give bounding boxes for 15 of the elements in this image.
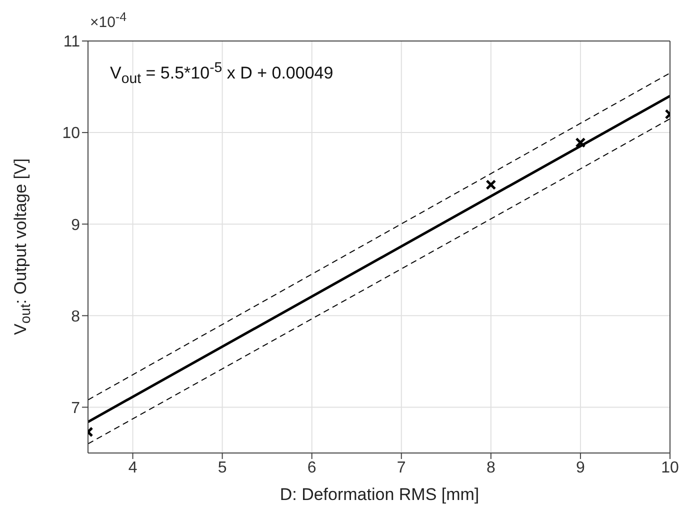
y-tick-label: 9 — [71, 216, 80, 234]
x-axis-title: D: Deformation RMS [mm] — [278, 485, 480, 505]
x-tick-label: 7 — [396, 459, 406, 476]
text: ×10$^{-4}$ — [90, 10, 127, 31]
y-tick-label: 8 — [71, 308, 80, 326]
y-tick-label: 7 — [71, 400, 80, 417]
annotation: V$_{out}$ = 5.5*10$^{-5}$ x D + 0.00049 — [110, 60, 334, 88]
x-tick-label: 8 — [486, 459, 496, 476]
x-tick-label: 4 — [128, 459, 138, 476]
x-tick-label: 9 — [576, 459, 586, 476]
x-tick-label: 10 — [661, 459, 679, 476]
x-tick-label: 6 — [307, 459, 316, 476]
y-tick-label: 11 — [63, 34, 80, 51]
y-tick-label: 10 — [62, 125, 80, 142]
x-tick-label: 5 — [218, 459, 227, 476]
